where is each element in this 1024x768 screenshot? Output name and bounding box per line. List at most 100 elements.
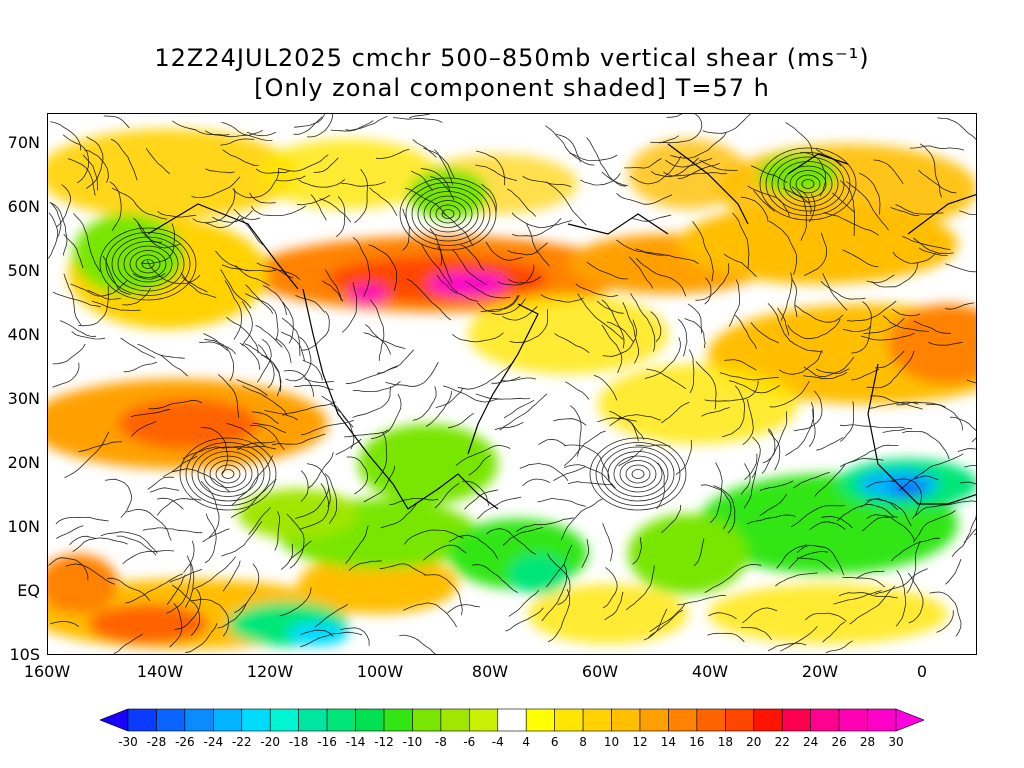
title-line-1: 12Z24JUL2025 cmchr 500–850mb vertical sh… (154, 44, 870, 72)
streamline (73, 213, 101, 272)
streamline (646, 368, 687, 390)
streamlines (48, 114, 976, 654)
streamline (507, 242, 548, 256)
streamline (695, 361, 717, 410)
streamline (890, 478, 922, 519)
streamline (174, 588, 202, 630)
colorbar-label: 18 (717, 735, 733, 749)
streamline (468, 454, 491, 476)
streamline (348, 560, 382, 571)
streamline (462, 480, 490, 506)
streamline (586, 137, 626, 187)
lat-label: 50N (7, 261, 40, 280)
streamline (547, 553, 571, 606)
streamline (650, 135, 680, 144)
vortex-streamline (129, 250, 167, 278)
streamline (842, 576, 886, 588)
colorbar-swatch (298, 708, 328, 732)
streamline (625, 565, 655, 611)
vortex-streamline (141, 259, 155, 269)
streamline (964, 464, 976, 468)
streamline (272, 433, 326, 446)
streamline (866, 498, 899, 511)
streamline (313, 157, 339, 173)
streamline (502, 527, 544, 546)
streamline (687, 303, 702, 334)
streamline (926, 403, 963, 431)
streamline (839, 424, 905, 429)
streamline (519, 463, 569, 482)
streamline (866, 350, 915, 389)
streamline (420, 168, 451, 192)
streamline (352, 237, 371, 298)
streamline (202, 528, 230, 543)
colorbar-label: 10 (603, 735, 620, 749)
streamline (239, 342, 261, 370)
colorbar-swatch (326, 708, 356, 732)
streamline (945, 263, 976, 273)
lat-label: 60N (7, 197, 40, 216)
streamline (713, 485, 736, 534)
streamline (822, 621, 845, 643)
streamline (257, 344, 275, 389)
streamline (335, 438, 362, 455)
streamline (191, 598, 229, 637)
lat-label: 40N (7, 325, 40, 344)
streamline (345, 115, 388, 131)
streamline (563, 464, 616, 489)
streamline (505, 607, 544, 632)
streamline (632, 537, 642, 565)
streamline (746, 514, 796, 525)
streamline (569, 405, 582, 457)
streamline (793, 471, 830, 489)
streamline (593, 374, 618, 401)
streamline (606, 321, 635, 343)
vortex-streamline (789, 170, 827, 198)
streamline (918, 247, 948, 256)
vortex-streamline (429, 200, 467, 228)
streamline (49, 201, 68, 256)
vortex-streamline (777, 161, 839, 207)
streamline (569, 152, 618, 162)
streamline (959, 210, 976, 216)
streamline (695, 263, 730, 301)
colorbar-label: -24 (203, 735, 224, 749)
colorbar-label: -28 (146, 735, 167, 749)
coastlines (147, 143, 976, 510)
streamline (50, 121, 82, 151)
streamline (501, 377, 536, 382)
colorbar-label: 6 (550, 735, 559, 749)
vortex-streamline (607, 451, 669, 497)
vortex-streamline (783, 165, 833, 203)
colorbar-swatch (867, 708, 897, 732)
streamline (204, 338, 234, 382)
streamline (222, 149, 259, 166)
streamline (862, 516, 898, 532)
streamline (892, 251, 937, 264)
streamline (285, 336, 312, 382)
streamline (242, 385, 288, 416)
streamline (860, 332, 915, 341)
streamline (847, 300, 897, 322)
vortex-streamline (435, 204, 461, 224)
streamline (149, 487, 180, 493)
streamline (218, 374, 239, 418)
streamline (744, 453, 758, 480)
streamline (632, 214, 672, 222)
streamline (937, 117, 976, 141)
streamline (776, 544, 807, 569)
streamline (86, 136, 104, 189)
streamline (678, 318, 688, 357)
streamline (522, 478, 550, 487)
lat-label: 10S (9, 645, 40, 664)
streamline (647, 609, 684, 639)
streamline (288, 540, 312, 561)
streamline (204, 129, 264, 138)
lon-label: 80W (471, 662, 509, 681)
streamline (59, 320, 97, 337)
colorbar-label: 14 (660, 735, 677, 749)
streamline (743, 470, 757, 509)
streamline (137, 343, 185, 359)
streamline (341, 282, 358, 333)
vortex-streamline (405, 182, 491, 246)
